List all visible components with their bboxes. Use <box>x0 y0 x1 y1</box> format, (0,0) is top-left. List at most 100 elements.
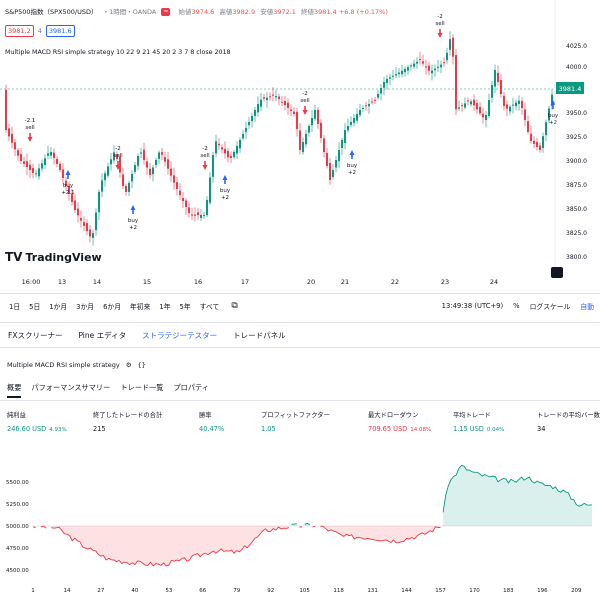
log-scale-toggle[interactable]: ログスケール <box>529 302 571 311</box>
time-tick-label: 23 <box>441 278 449 286</box>
trade-buttons[interactable]: 3981.2 4 3981.6 <box>5 25 75 37</box>
equity-chart[interactable]: 5500.00 5250.00 5000.00 4750.00 4500.00 1 14 2… <box>0 452 600 600</box>
percent-toggle[interactable]: % <box>513 301 520 310</box>
range-5y[interactable]: 5年 <box>179 302 191 311</box>
candle-body <box>350 122 352 125</box>
candle-body <box>80 218 82 221</box>
candle-body <box>401 70 403 75</box>
strategy-legend[interactable]: Multiple MACD RSI simple strategy 10 22 … <box>5 49 231 56</box>
price-axis[interactable]: 4025.0 4000.0 3950.0 3925.0 3900.0 3875.0 3850… <box>566 43 587 261</box>
candle-body <box>26 161 28 167</box>
tab-fx-screener[interactable]: FXスクリーナー <box>8 330 63 340</box>
low-value: 3972.1 <box>273 8 296 16</box>
signal-text: sell <box>200 153 210 159</box>
subtab-trade-list[interactable]: トレード一覧 <box>120 383 164 392</box>
settings-icon[interactable]: ⚙ <box>125 361 132 369</box>
range-1y[interactable]: 1年 <box>159 302 171 311</box>
candle-body <box>395 74 397 76</box>
interval-label[interactable]: ・1時間・OANDA <box>102 8 157 16</box>
candle-body <box>503 95 505 106</box>
range-1d[interactable]: 1日 <box>9 302 21 311</box>
sell-arrow-icon <box>302 106 308 115</box>
equity-x-tick: 118 <box>333 588 344 594</box>
time-axis[interactable]: 16:00 13 14 15 16 17 20 21 22 23 24 27 <box>22 278 561 286</box>
spread-value: 4 <box>37 27 42 35</box>
candle-body <box>356 114 358 121</box>
tab-strategy-tester[interactable]: ストラテジーテスター <box>142 330 218 340</box>
tab-pine-editor[interactable]: Pine エディタ <box>78 330 127 340</box>
divider <box>0 400 600 401</box>
alert-icon[interactable]: ≈ <box>161 8 171 16</box>
candle-body <box>131 174 133 182</box>
close-label: 終値 <box>301 8 315 16</box>
source-code-icon[interactable]: {} <box>137 361 146 369</box>
candle-body <box>452 37 454 57</box>
subtab-performance-summary[interactable]: パフォーマンスサマリー <box>31 383 111 392</box>
candles <box>5 31 553 246</box>
bottom-panel-tabs: FXスクリーナー Pine エディタ ストラテジーテスター トレードパネル <box>0 322 600 348</box>
candle-body <box>386 78 388 84</box>
candle-body <box>50 152 52 156</box>
range-3m[interactable]: 3か月 <box>76 302 95 311</box>
metric-avg-bars: トレードの平均バー数 34 <box>537 410 600 433</box>
subtab-overview[interactable]: 概要 <box>7 383 22 398</box>
candle-body <box>422 61 424 64</box>
metric-label: 平均トレード <box>453 412 491 419</box>
low-label: 安値 <box>260 8 274 16</box>
subtab-properties[interactable]: プロパティ <box>173 383 209 392</box>
tab-trading-panel[interactable]: トレードパネル <box>233 330 286 340</box>
candle-body <box>353 118 355 123</box>
metric-value: 40.47% <box>199 425 225 433</box>
time-tick-label: 14 <box>93 278 101 286</box>
candle-body <box>434 68 436 71</box>
signal-text: sell <box>435 21 445 27</box>
candle-body <box>320 122 322 138</box>
equity-x-tick: 209 <box>571 588 582 594</box>
range-ytd[interactable]: 年初来 <box>130 302 151 311</box>
buy-price-button[interactable]: 3981.6 <box>45 25 75 37</box>
candle-body <box>473 99 475 106</box>
equity-y-tick: 5250.00 <box>6 502 29 508</box>
equity-x-tick: 40 <box>131 588 138 594</box>
candle-body <box>383 82 385 88</box>
price-tick-label: 3800.0 <box>566 254 587 261</box>
symbol-legend[interactable]: S&P500指数（SPX500/USD） ・1時間・OANDA ≈ 始値3974… <box>5 6 388 16</box>
candle-body <box>191 214 193 216</box>
candle-body <box>239 140 241 149</box>
candle-body <box>365 105 367 107</box>
candle-body <box>491 85 493 98</box>
buy-arrow-icon <box>349 150 355 159</box>
candle-body <box>524 109 526 120</box>
candle-body <box>227 150 229 158</box>
signal-text: sell <box>300 98 310 104</box>
metric-win-rate: 勝率 40.47% <box>199 410 224 433</box>
auto-scale-toggle[interactable]: 自動 <box>580 302 594 311</box>
candle-body <box>443 62 445 64</box>
close-value: 3981.4 <box>314 8 337 16</box>
range-6m[interactable]: 6か月 <box>103 302 122 311</box>
range-1m[interactable]: 1か月 <box>49 302 68 311</box>
candle-body <box>32 168 34 173</box>
sell-price-button[interactable]: 3981.2 <box>5 25 34 37</box>
candle-body <box>161 152 163 155</box>
price-chart[interactable]: -2.1 sell buy +2.1 -2 sell buy +2 -2 sell buy +2 -2 s… <box>0 0 600 290</box>
candle-body <box>44 158 46 165</box>
trade-signals: -2.1sellbuy+2.1-2sellbuy+2-2sellbuy+2-2s… <box>25 14 559 231</box>
metric-label: 最大ドローダウン <box>368 412 419 419</box>
candle-body <box>329 163 331 180</box>
candlestick-plot[interactable]: -2.1sellbuy+2.1-2sellbuy+2-2sellbuy+2-2s… <box>0 0 600 290</box>
candle-body <box>23 161 25 164</box>
goto-date-icon[interactable]: ⧉ <box>231 300 238 311</box>
candle-body <box>419 58 421 60</box>
tradingview-logo[interactable]: 𝗧𝗩 TradingView <box>5 250 102 264</box>
range-5d[interactable]: 5日 <box>29 302 41 311</box>
candle-body <box>428 65 430 71</box>
range-all[interactable]: すべて <box>199 302 220 311</box>
candle-body <box>92 233 94 238</box>
candle-body <box>293 111 295 114</box>
candle-body <box>458 107 460 109</box>
equity-y-axis: 5500.00 5250.00 5000.00 4750.00 4500.00 <box>6 480 29 574</box>
clock-time[interactable]: 13:49:38 (UTC+9) <box>441 301 504 310</box>
candle-body <box>95 212 97 231</box>
symbol-name[interactable]: S&P500指数（SPX500/USD） <box>5 8 98 16</box>
